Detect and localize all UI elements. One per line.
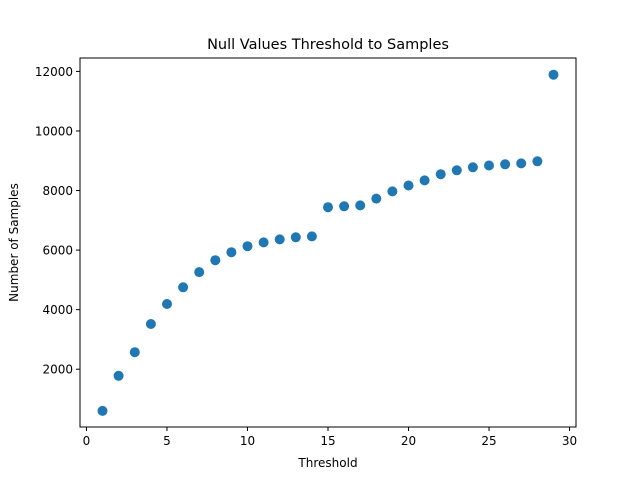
data-point xyxy=(306,231,317,242)
data-point xyxy=(113,370,124,381)
data-point xyxy=(145,319,156,329)
y-axis-ticks: 2000 4000 6000 8000 10000 12000 xyxy=(35,65,80,377)
x-tick-label: 25 xyxy=(481,434,496,448)
x-tick-label: 20 xyxy=(401,434,416,448)
y-tick-label: 8000 xyxy=(42,184,73,198)
data-point xyxy=(371,193,382,204)
data-point xyxy=(467,162,478,173)
data-points xyxy=(97,69,559,416)
data-point xyxy=(178,282,189,293)
data-point xyxy=(258,237,269,248)
data-point xyxy=(290,232,301,243)
x-tick-label: 10 xyxy=(240,434,255,448)
y-tick-label: 10000 xyxy=(35,124,73,138)
data-point xyxy=(97,405,108,416)
x-tick-label: 5 xyxy=(163,434,171,448)
x-axis-label: Threshold xyxy=(297,456,357,470)
y-axis-label: Number of Samples xyxy=(7,183,21,302)
x-tick-label: 15 xyxy=(320,434,335,448)
data-point xyxy=(451,165,462,176)
plot-frame xyxy=(79,57,577,428)
data-point xyxy=(355,200,366,211)
data-point xyxy=(274,234,285,245)
data-point xyxy=(226,247,237,258)
data-point xyxy=(242,241,253,252)
data-point xyxy=(435,169,446,180)
x-tick-label: 0 xyxy=(83,434,91,448)
data-point xyxy=(548,69,559,80)
chart-title: Null Values Threshold to Samples xyxy=(207,37,449,53)
data-point xyxy=(532,156,543,167)
data-point xyxy=(194,267,205,278)
y-tick-label: 6000 xyxy=(42,244,73,258)
data-point xyxy=(500,159,511,170)
y-tick-label: 12000 xyxy=(35,65,73,79)
data-point xyxy=(387,186,398,197)
data-point xyxy=(419,175,430,186)
data-point xyxy=(162,299,172,309)
data-point xyxy=(516,158,527,169)
y-tick-label: 2000 xyxy=(42,363,73,377)
x-tick-label: 30 xyxy=(562,434,577,448)
x-axis-ticks: 0 5 10 15 20 25 30 xyxy=(83,427,577,448)
data-point xyxy=(484,160,494,171)
data-point xyxy=(129,347,140,358)
data-point xyxy=(339,201,350,212)
data-point xyxy=(323,202,333,213)
y-tick-label: 4000 xyxy=(42,303,73,317)
data-point xyxy=(210,255,221,266)
data-point xyxy=(403,180,414,191)
